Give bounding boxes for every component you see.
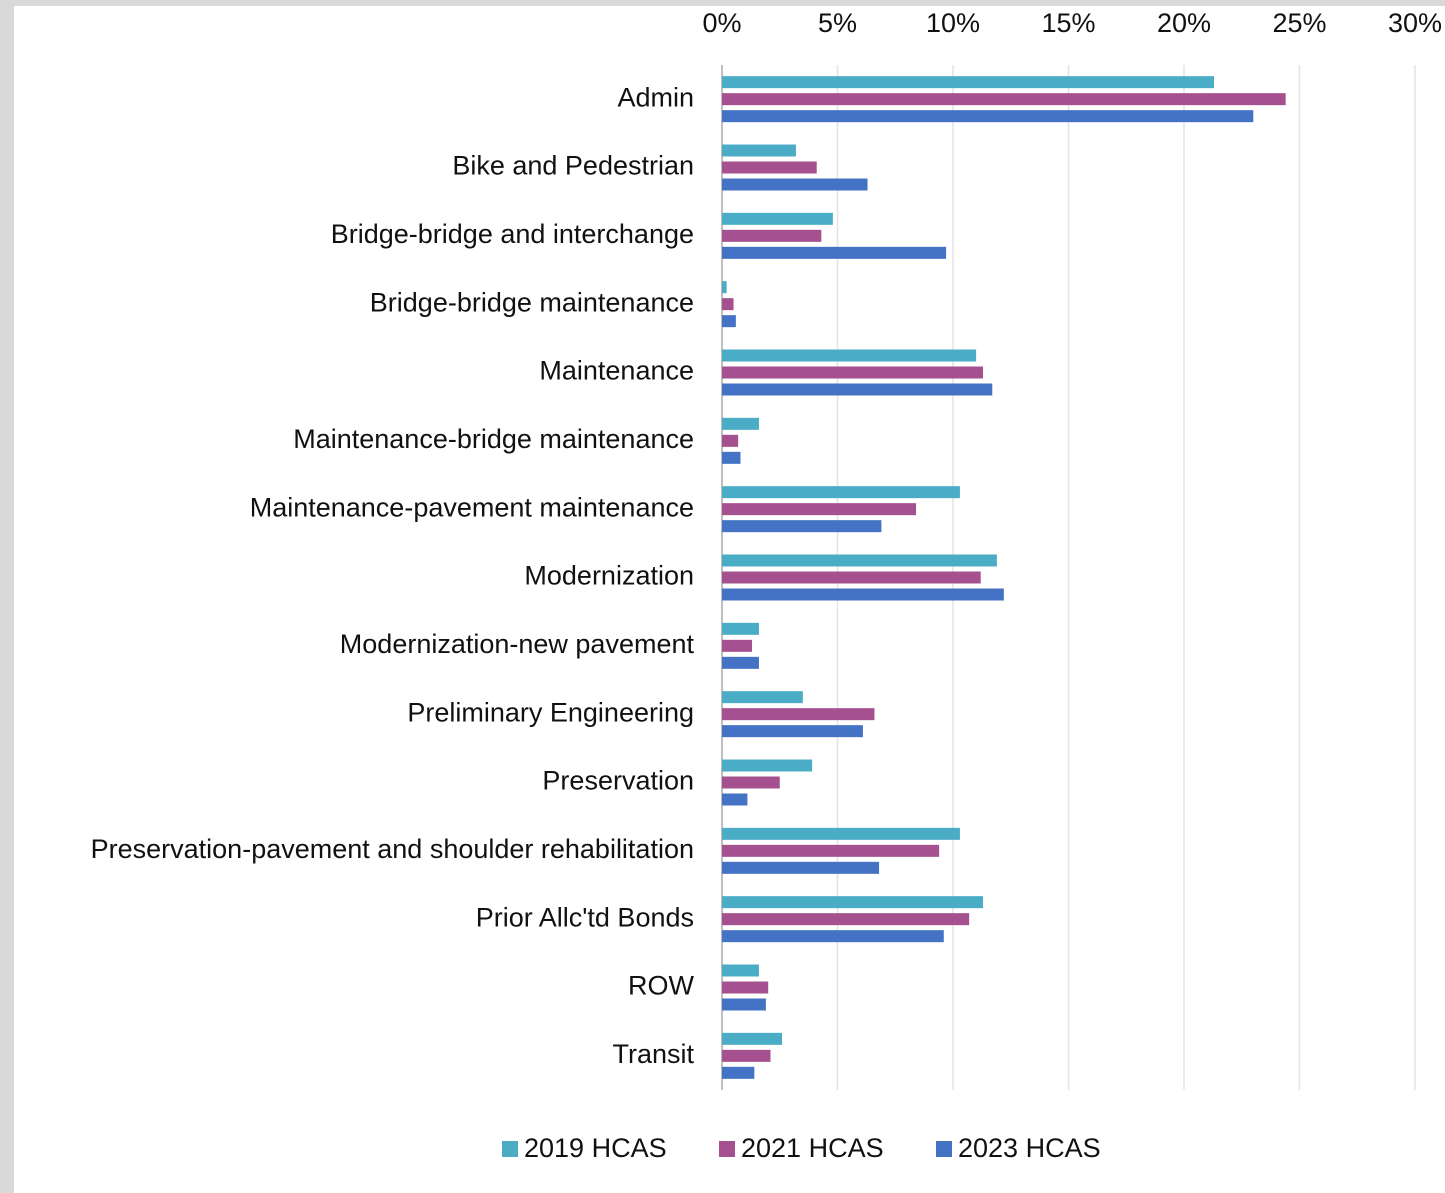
bar xyxy=(722,366,984,379)
y-tick-label: Modernization xyxy=(524,561,694,591)
bar xyxy=(722,759,813,772)
bar xyxy=(722,1032,783,1045)
x-tick-label: 0% xyxy=(702,8,741,38)
bar xyxy=(722,144,796,157)
x-tick-label: 10% xyxy=(926,8,980,38)
bar xyxy=(722,964,759,977)
bar xyxy=(722,503,917,516)
frame-left xyxy=(0,0,14,1193)
x-tick-label: 5% xyxy=(818,8,857,38)
bar xyxy=(722,708,875,721)
legend-swatch xyxy=(502,1141,518,1157)
bar xyxy=(722,1049,771,1062)
bar xyxy=(722,298,734,311)
bar xyxy=(722,913,970,926)
bar xyxy=(722,93,1286,106)
frame-top xyxy=(0,0,1445,6)
bar xyxy=(722,1066,755,1079)
y-tick-label: Bridge-bridge and interchange xyxy=(331,219,694,249)
bar xyxy=(722,178,868,191)
y-tick-label: Preservation xyxy=(542,766,694,796)
x-tick-label: 15% xyxy=(1041,8,1095,38)
legend-label: 2019 HCAS xyxy=(524,1133,667,1163)
bar xyxy=(722,315,736,328)
x-tick-label: 25% xyxy=(1272,8,1326,38)
bar xyxy=(722,554,997,567)
bar xyxy=(722,981,769,994)
y-tick-label: Maintenance-pavement maintenance xyxy=(250,492,694,522)
bar xyxy=(722,212,833,225)
bar xyxy=(722,776,780,789)
y-tick-label: Preservation-pavement and shoulder rehab… xyxy=(91,834,694,864)
y-tick-label: Maintenance xyxy=(539,356,694,386)
bar xyxy=(722,827,960,840)
bar xyxy=(722,622,759,635)
x-tick-label: 30% xyxy=(1388,8,1442,38)
bar xyxy=(722,451,741,464)
legend-label: 2021 HCAS xyxy=(741,1133,884,1163)
bar xyxy=(722,110,1254,123)
bar xyxy=(722,896,984,909)
bar xyxy=(722,639,753,652)
legend-swatch xyxy=(936,1141,952,1157)
y-tick-label: Modernization-new pavement xyxy=(340,629,695,659)
bar xyxy=(722,793,748,806)
bar xyxy=(722,930,944,943)
y-tick-label: Admin xyxy=(617,82,694,112)
bar xyxy=(722,588,1004,601)
bar xyxy=(722,434,739,447)
bar xyxy=(722,691,803,704)
legend-label: 2023 HCAS xyxy=(958,1133,1101,1163)
y-tick-label: Bike and Pedestrian xyxy=(452,151,694,181)
bar xyxy=(722,725,863,738)
bar xyxy=(722,229,822,242)
bar xyxy=(722,76,1215,89)
bar xyxy=(722,383,993,396)
bar xyxy=(722,281,727,294)
legend-swatch xyxy=(719,1141,735,1157)
bar xyxy=(722,998,766,1011)
bar xyxy=(722,520,882,533)
bar xyxy=(722,844,940,857)
y-tick-label: Bridge-bridge maintenance xyxy=(370,287,694,317)
bar xyxy=(722,161,817,174)
bar xyxy=(722,861,880,874)
bar xyxy=(722,571,981,584)
bar xyxy=(722,246,947,259)
bar xyxy=(722,417,759,430)
y-tick-label: Prior Allc'td Bonds xyxy=(476,902,694,932)
bar xyxy=(722,656,759,669)
y-tick-label: Maintenance-bridge maintenance xyxy=(293,424,694,454)
y-tick-label: Transit xyxy=(612,1039,694,1069)
x-tick-label: 20% xyxy=(1157,8,1211,38)
bar xyxy=(722,349,977,362)
y-tick-label: Preliminary Engineering xyxy=(407,697,694,727)
bar xyxy=(722,486,960,499)
y-tick-label: ROW xyxy=(628,971,695,1001)
